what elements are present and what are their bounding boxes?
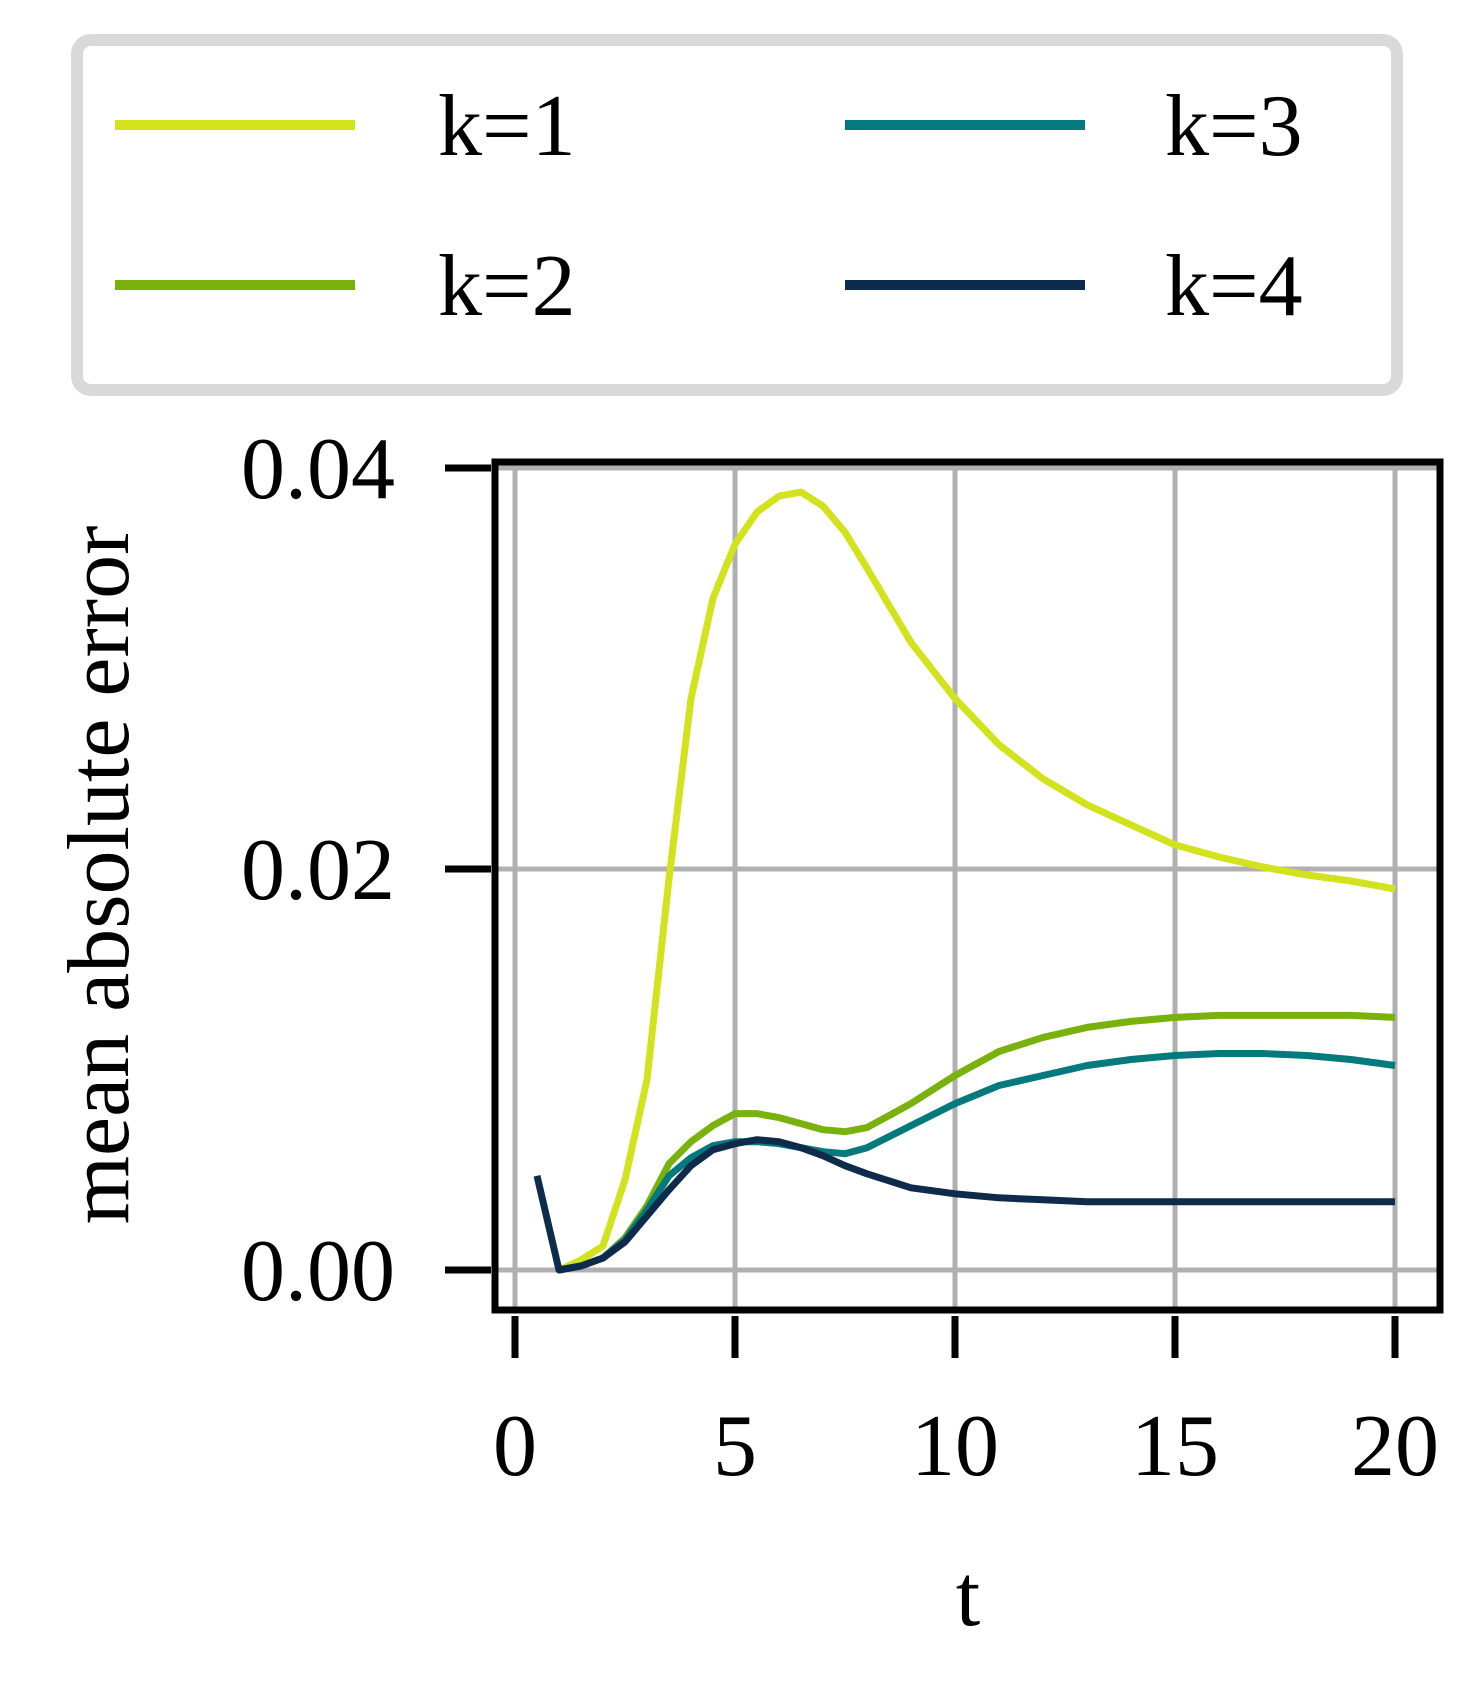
- y-tick-label: 0.02: [241, 822, 395, 919]
- x-tick-label: 15: [1131, 1398, 1219, 1495]
- x-tick-label: 10: [911, 1398, 999, 1495]
- legend-label: k=3: [1165, 78, 1303, 175]
- y-tick-label: 0.00: [241, 1223, 395, 1320]
- legend-item: k=1: [115, 78, 576, 175]
- x-tick-label: 20: [1351, 1398, 1439, 1495]
- legend-item: k=4: [845, 238, 1303, 335]
- legend-label: k=1: [438, 78, 576, 175]
- y-tick-label: 0.04: [241, 421, 395, 518]
- x-axis: 0 5 10 15 20: [493, 1316, 1439, 1495]
- axes-frame: [491, 458, 1444, 1314]
- grid: [495, 462, 1440, 1310]
- series-lines: [533, 488, 1396, 1274]
- y-axis: 0.00 0.02 0.04: [241, 421, 491, 1320]
- legend-label: k=2: [438, 238, 576, 335]
- x-axis-label: t: [956, 1548, 980, 1645]
- series-line-k=1: [557, 488, 1396, 1274]
- x-tick-label: 5: [713, 1398, 757, 1495]
- legend: k=1 k=2 k=3 k=4: [71, 34, 1403, 396]
- x-tick-label: 0: [493, 1398, 537, 1495]
- plot-area: 0 5 10 15 20 0.00 0.02 0.04: [241, 421, 1444, 1495]
- legend-item: k=2: [115, 238, 576, 335]
- series-line-k=3: [558, 1050, 1396, 1274]
- series-line-k=2: [558, 1011, 1396, 1274]
- legend-item: k=3: [845, 78, 1303, 175]
- legend-label: k=4: [1165, 238, 1303, 335]
- series-line-k=4: [533, 1136, 1395, 1274]
- y-axis-label: mean absolute error: [51, 526, 148, 1225]
